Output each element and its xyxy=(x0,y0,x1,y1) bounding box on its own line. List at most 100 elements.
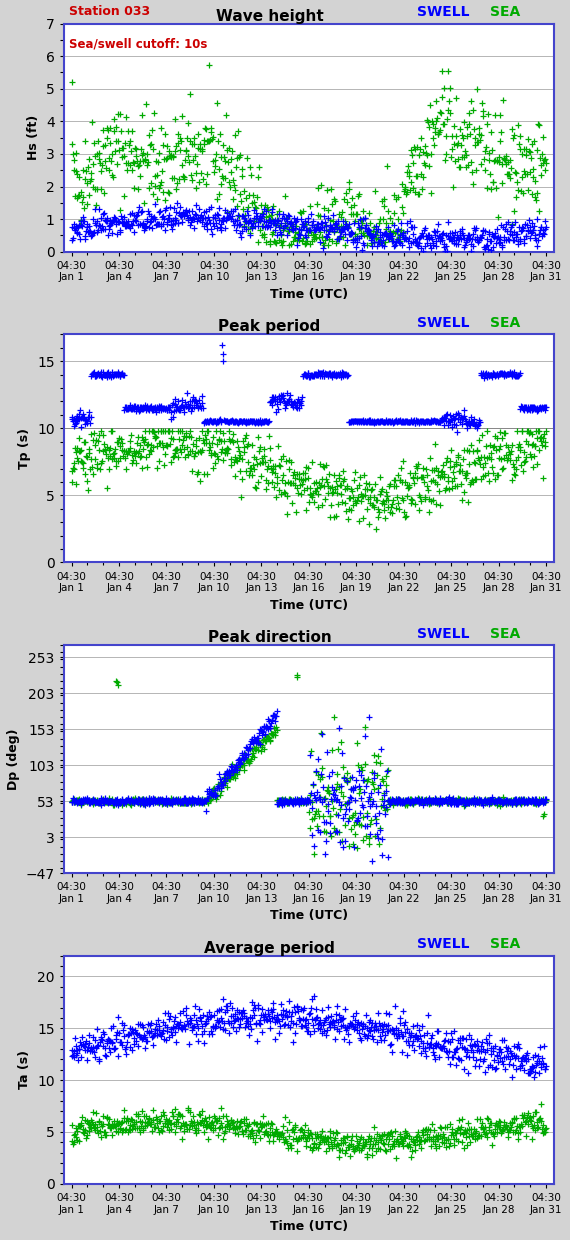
Point xyxy=(170,388,180,408)
Point xyxy=(302,221,311,241)
Point xyxy=(238,206,247,226)
Point xyxy=(413,1028,422,1048)
Point xyxy=(418,1125,427,1145)
Point xyxy=(349,412,359,432)
Point xyxy=(494,233,503,253)
Point xyxy=(437,791,446,811)
Point xyxy=(524,790,533,810)
Point xyxy=(287,1135,296,1154)
Point xyxy=(473,231,482,250)
Point xyxy=(496,790,505,810)
Point xyxy=(76,791,85,811)
Point xyxy=(82,221,91,241)
Point xyxy=(347,205,356,224)
Point xyxy=(129,399,138,419)
Point xyxy=(442,241,451,260)
Point xyxy=(124,1111,133,1131)
Point xyxy=(328,482,337,502)
Point xyxy=(346,222,355,242)
Point xyxy=(353,1012,363,1032)
Point xyxy=(426,1128,435,1148)
Point xyxy=(106,1118,115,1138)
Point xyxy=(245,210,254,229)
Point xyxy=(207,122,216,141)
Point xyxy=(74,403,83,423)
Point xyxy=(185,792,194,812)
Point xyxy=(385,502,394,522)
Point xyxy=(276,224,286,244)
Point xyxy=(142,1116,152,1136)
Point xyxy=(329,222,339,242)
Point xyxy=(341,501,351,521)
Point xyxy=(404,156,413,176)
Point xyxy=(279,481,288,501)
Point xyxy=(299,1127,308,1147)
Point xyxy=(160,792,169,812)
Point xyxy=(292,667,302,687)
Point xyxy=(496,791,505,811)
Point xyxy=(287,219,296,239)
Point xyxy=(211,413,221,433)
Point xyxy=(461,465,470,485)
Point xyxy=(360,1132,369,1152)
Point xyxy=(398,1027,407,1047)
Point xyxy=(466,91,475,110)
Point xyxy=(130,397,139,417)
Point xyxy=(500,1048,509,1068)
Point xyxy=(222,202,231,222)
Point xyxy=(110,1115,119,1135)
Point xyxy=(344,1024,353,1044)
Point xyxy=(120,791,129,811)
Point xyxy=(241,744,250,764)
Point xyxy=(405,180,414,200)
Point xyxy=(211,412,220,432)
Point xyxy=(492,219,501,239)
Point xyxy=(349,1016,358,1035)
Point xyxy=(281,790,290,810)
Point xyxy=(178,792,188,812)
Point xyxy=(173,1109,182,1128)
Point xyxy=(479,458,488,477)
Point xyxy=(186,791,195,811)
Point xyxy=(401,227,410,247)
Point xyxy=(449,1125,458,1145)
Point xyxy=(490,1035,499,1055)
Point xyxy=(363,221,372,241)
Point xyxy=(148,120,157,140)
Point xyxy=(120,399,129,419)
Point xyxy=(128,151,137,171)
Point xyxy=(123,160,132,180)
Point xyxy=(451,454,461,474)
Point xyxy=(309,808,318,828)
Point xyxy=(165,141,174,161)
Point xyxy=(166,148,175,167)
Point xyxy=(123,441,132,461)
Point xyxy=(153,215,162,234)
Point xyxy=(295,223,304,243)
Point xyxy=(467,792,476,812)
Point xyxy=(274,455,283,475)
Point xyxy=(451,88,461,108)
Point xyxy=(514,231,523,250)
Point xyxy=(317,1130,327,1149)
Point xyxy=(289,216,298,236)
Point xyxy=(282,791,291,811)
Point xyxy=(94,1111,103,1131)
Point xyxy=(235,441,244,461)
Point xyxy=(355,467,364,487)
Point xyxy=(229,765,238,785)
Point xyxy=(91,791,100,811)
Point xyxy=(401,1121,410,1141)
Point xyxy=(330,365,339,384)
Point xyxy=(162,399,171,419)
Point xyxy=(102,1109,111,1128)
Point xyxy=(316,477,325,497)
Point xyxy=(283,794,292,813)
Point xyxy=(166,791,175,811)
Point xyxy=(207,223,217,243)
Point xyxy=(196,792,205,812)
Point xyxy=(245,1024,254,1044)
Point xyxy=(286,789,295,808)
Point xyxy=(80,410,89,430)
Point xyxy=(270,389,279,409)
